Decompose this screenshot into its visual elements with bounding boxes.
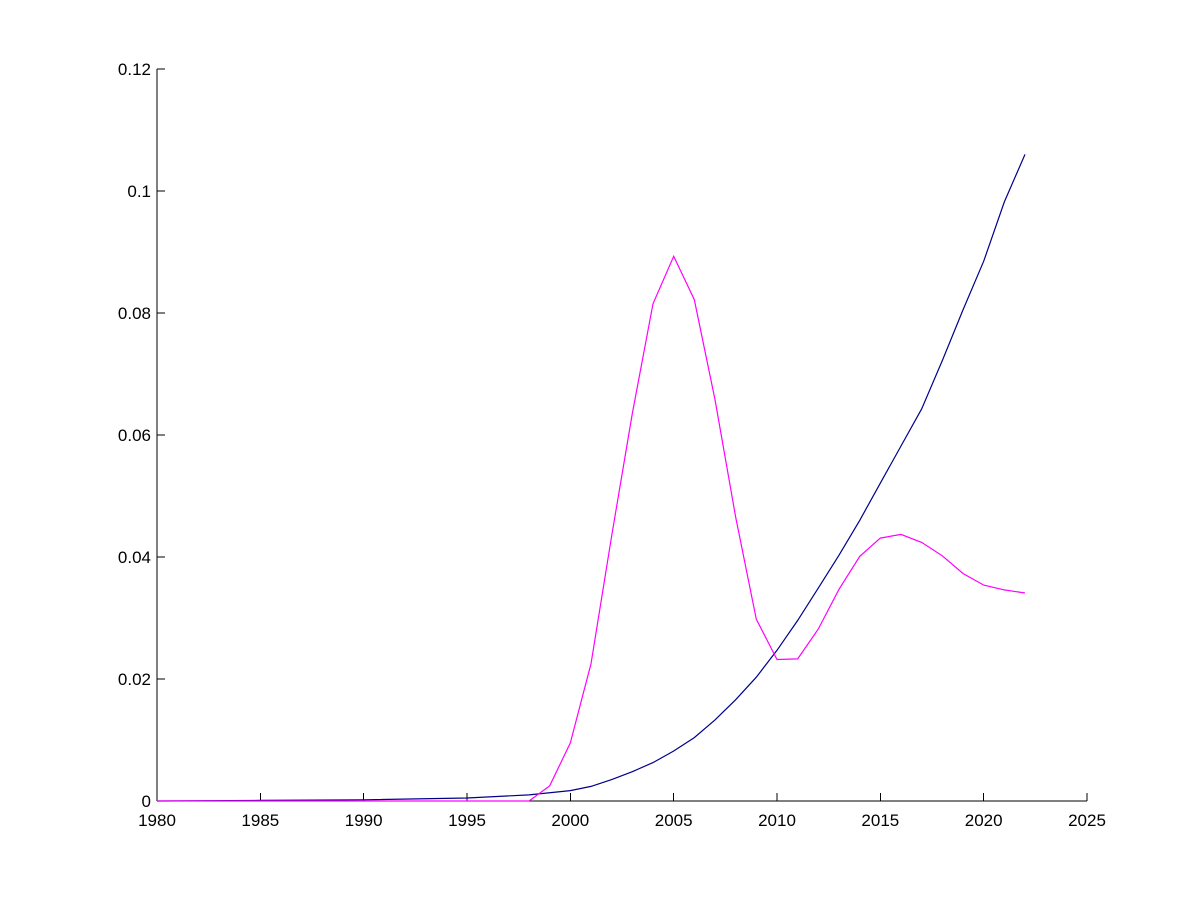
y-tick-label: 0 xyxy=(142,792,151,811)
x-tick-label: 1990 xyxy=(345,811,383,830)
y-tick-label: 0.04 xyxy=(118,548,151,567)
x-tick-label: 1980 xyxy=(138,811,176,830)
x-tick-label: 2015 xyxy=(861,811,899,830)
x-tick-label: 2000 xyxy=(551,811,589,830)
y-tick-label: 0.02 xyxy=(118,670,151,689)
x-tick-label: 2025 xyxy=(1068,811,1106,830)
y-tick-label: 0.08 xyxy=(118,304,151,323)
x-tick-label: 2010 xyxy=(758,811,796,830)
x-tick-label: 2005 xyxy=(655,811,693,830)
y-tick-label: 0.06 xyxy=(118,426,151,445)
x-tick-label: 2020 xyxy=(965,811,1003,830)
x-ticks: 1980 1985 1990 1995 2000 2005 2010 2015 2020 2025 xyxy=(138,793,1106,830)
y-ticks: 0 0.02 0.04 0.06 0.08 0.1 0.12 xyxy=(118,60,165,811)
series-line-1 xyxy=(156,154,1026,802)
x-tick-label: 1995 xyxy=(448,811,486,830)
series-layer xyxy=(156,154,1026,802)
y-tick-label: 0.1 xyxy=(127,182,151,201)
series-line-2 xyxy=(157,254,1026,802)
x-tick-label: 1985 xyxy=(241,811,279,830)
y-tick-label: 0.12 xyxy=(118,60,151,79)
